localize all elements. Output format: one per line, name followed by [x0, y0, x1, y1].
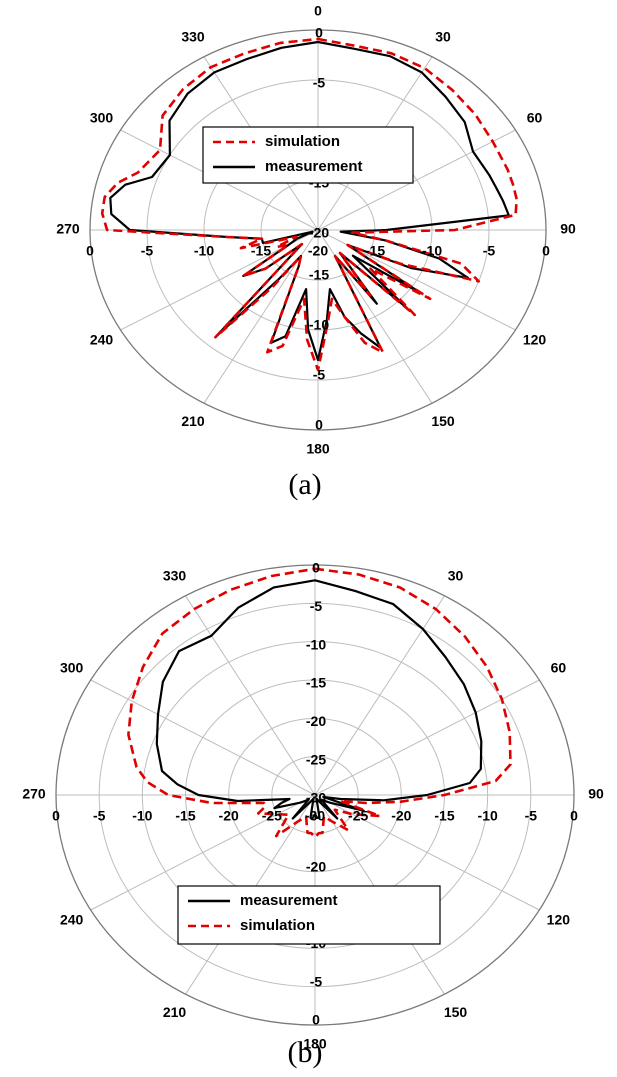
radial-tick-label: 0 — [312, 1012, 320, 1028]
radial-tick-label: -5 — [483, 243, 496, 259]
angle-tick-label: 300 — [90, 110, 114, 126]
legend-box — [202, 126, 414, 184]
radial-tick-label: -15 — [365, 243, 385, 259]
radial-tick-label: -5 — [141, 243, 154, 259]
series-simulation — [100, 37, 518, 372]
radial-tick-label: 0 — [52, 808, 60, 824]
angle-tick-label: 330 — [181, 28, 205, 44]
legend-label-measurement: measurement — [240, 892, 338, 909]
radial-tick-label: -10 — [132, 808, 152, 824]
radial-tick-label: -25 — [306, 751, 326, 767]
angle-tick-label: 330 — [163, 567, 187, 583]
legend: measurement simulation — [177, 885, 441, 945]
grid-spoke — [314, 595, 445, 796]
legend-label-measurement: measurement — [265, 158, 363, 175]
radial-tick-label: 0 — [86, 243, 94, 259]
radial-tick-label: 0 — [570, 808, 578, 824]
radial-tick-label: -10 — [309, 317, 329, 333]
angle-tick-label: 60 — [551, 660, 567, 676]
radial-tick-label: 0 — [542, 243, 550, 259]
radial-tick-label: -5 — [310, 598, 323, 614]
angle-tick-label: 0 — [314, 3, 322, 19]
angle-tick-label: 270 — [56, 221, 80, 237]
radial-tick-label: -25 — [348, 808, 368, 824]
angle-tick-label: 150 — [431, 413, 455, 429]
angle-tick-label: 90 — [560, 221, 576, 237]
radial-tick-label: -15 — [434, 808, 454, 824]
outer-frame — [55, 564, 575, 1026]
legend-box — [177, 885, 441, 945]
radial-tick-label: -15 — [306, 675, 326, 691]
polar-plot-a: 0 30 60 90 120 150 180 210 240 270 300 330 0 -5 -10 -15… — [56, 3, 576, 501]
angle-tick-label: 240 — [60, 912, 84, 928]
legend-label-simulation: simulation — [240, 917, 315, 934]
angle-tick-label: 210 — [181, 413, 205, 429]
angle-tick-label: 120 — [523, 332, 547, 348]
series-measurement — [155, 579, 483, 820]
polar-plot-b: 0 30 60 90 120 150 180 210 240 270 300 330 0 -5 -10 -15… — [22, 560, 604, 1069]
radial-tick-label: 0 — [315, 417, 323, 433]
polar-chart-a: 0 30 60 90 120 150 180 210 240 270 300 330 0 -5 -10 -15… — [0, 0, 617, 510]
grid-spoke — [314, 679, 540, 796]
radial-tick-label: -5 — [93, 808, 106, 824]
angle-tick-label: 150 — [444, 1004, 468, 1020]
radial-tick-label: -5 — [525, 808, 538, 824]
angle-tick-label: 90 — [588, 786, 604, 802]
radial-tick-label: -10 — [478, 808, 498, 824]
radial-tick-label: 0 — [312, 560, 320, 576]
radial-tick-label: -20 — [306, 858, 326, 874]
radial-tick-label: -5 — [313, 367, 326, 383]
angle-tick-label: 60 — [527, 110, 543, 126]
radial-tick-label: -15 — [175, 808, 195, 824]
radial-tick-label: -10 — [422, 243, 442, 259]
angle-tick-label: 30 — [448, 567, 464, 583]
angle-tick-label: 120 — [547, 912, 571, 928]
radial-tick-label: -20 — [309, 225, 329, 241]
outer-frame — [89, 29, 547, 431]
figure-caption: (a) — [288, 468, 321, 501]
radial-tick-label: -5 — [313, 75, 326, 91]
angle-tick-label: 300 — [60, 660, 84, 676]
angle-tick-label: 180 — [306, 441, 330, 457]
radial-tick-label: -20 — [306, 713, 326, 729]
radial-tick-label: -20 — [308, 243, 328, 259]
radial-tick-label: -20 — [391, 808, 411, 824]
angle-tick-label: 180 — [303, 1036, 327, 1052]
radial-tick-label: -5 — [310, 973, 323, 989]
grid-spoke — [317, 129, 516, 231]
series-measurement — [109, 40, 510, 362]
radial-tick-label: -30 — [305, 808, 325, 824]
series-simulation — [127, 567, 512, 839]
legend: simulation measurement — [202, 126, 414, 184]
legend-label-simulation: simulation — [265, 133, 340, 150]
angle-tick-label: 210 — [163, 1004, 187, 1020]
grid-spoke — [185, 595, 316, 796]
grid-spoke — [90, 679, 316, 796]
radial-tick-label: -30 — [306, 790, 326, 806]
radial-tick-label: -15 — [251, 243, 271, 259]
angle-tick-label: 240 — [90, 332, 114, 348]
radial-tick-label: -10 — [306, 636, 326, 652]
radial-tick-label: -25 — [262, 808, 282, 824]
radial-tick-label: -20 — [219, 808, 239, 824]
figure-caption: (b) — [288, 1036, 323, 1069]
grid-spoke — [90, 794, 316, 911]
angle-tick-label: 30 — [435, 28, 451, 44]
polar-chart-b: 0 30 60 90 120 150 180 210 240 270 300 330 0 -5 -10 -15… — [0, 555, 617, 1077]
radial-tick-label: -10 — [194, 243, 214, 259]
grid-spoke — [314, 794, 540, 911]
angle-tick-label: 270 — [22, 786, 46, 802]
radial-tick-label: -15 — [309, 267, 329, 283]
radial-tick-label: 0 — [315, 25, 323, 41]
